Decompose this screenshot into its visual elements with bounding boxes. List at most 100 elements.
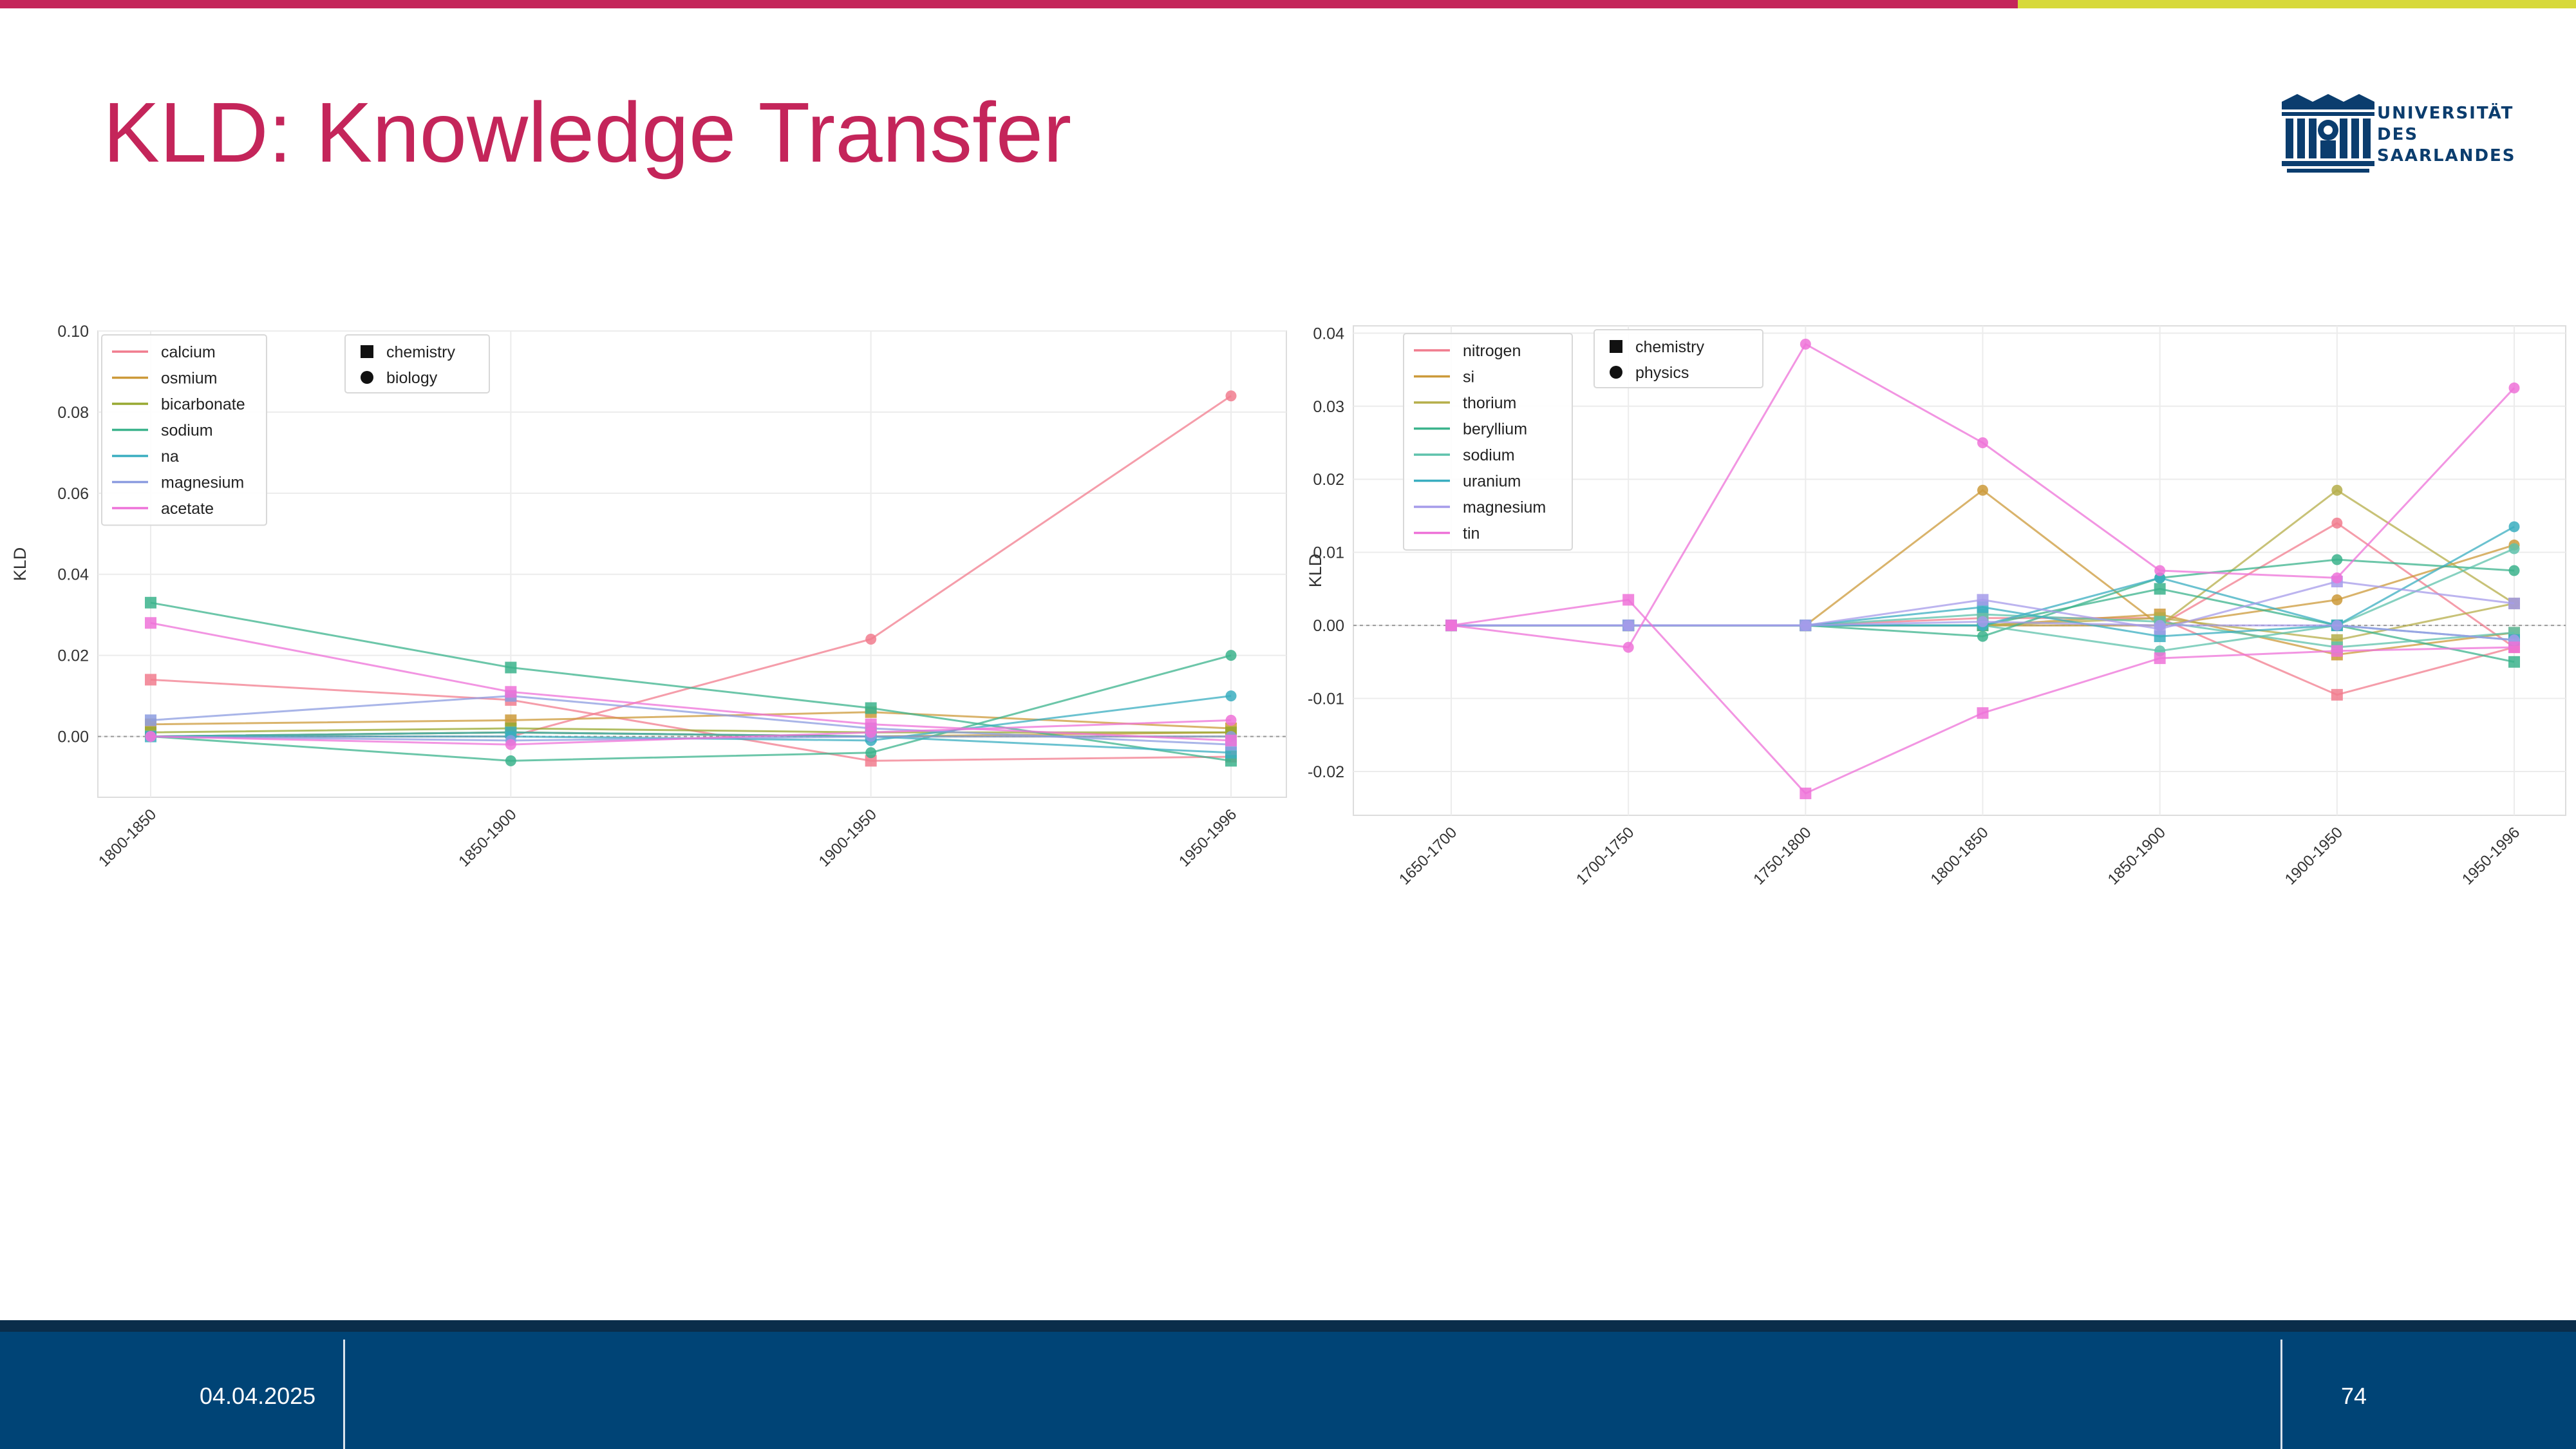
marker-legend-label: chemistry (1635, 338, 1704, 356)
data-point-circle (2154, 565, 2166, 576)
series-line-sodium-biology (150, 654, 1232, 762)
data-point-square (2508, 656, 2520, 668)
data-point-circle (1225, 650, 1237, 661)
data-point-circle (2331, 484, 2343, 496)
data-point-circle (145, 731, 156, 743)
data-point-square (145, 617, 156, 629)
legend-label: nitrogen (1463, 342, 1521, 360)
data-point-square (2508, 598, 2520, 610)
data-point-circle (865, 726, 877, 738)
legend-label: thorium (1463, 394, 1516, 412)
data-point-circle (1622, 620, 1634, 631)
y-tick-label: 0.10 (57, 323, 89, 341)
data-point-circle (1977, 484, 1988, 496)
data-point-square (505, 661, 517, 674)
chart-left: 0.10 0.08 0.06 0.04 0.02 0.00 1800-1850 1850-19… (10, 323, 1287, 870)
university-logo-icon (2282, 94, 2374, 173)
page-number: 74 (2341, 1383, 2367, 1409)
legend-marker-square (361, 345, 373, 358)
footer-strip (0, 1320, 2576, 1332)
university-logo-text: UNIVERSITÄT DES SAARLANDES (2377, 104, 2516, 166)
y-tick-label: -0.02 (1308, 763, 1344, 781)
y-tick-label: 0.04 (1313, 325, 1344, 343)
footer-date: 04.04.2025 (200, 1383, 316, 1409)
legend-label: magnesium (161, 474, 244, 492)
data-point-circle (2331, 594, 2343, 605)
x-tick-label: 1900-1950 (2282, 824, 2346, 888)
data-point-square (145, 674, 156, 686)
data-point-circle (505, 755, 516, 766)
y-tick-label: 0.04 (57, 566, 89, 584)
data-point-circle (505, 739, 516, 750)
series-line-na-chemistry (150, 731, 1232, 754)
footer-bar (0, 1320, 2576, 1449)
marker-legend-box (344, 334, 490, 393)
data-point-square (145, 714, 156, 726)
legend-label: beryllium (1463, 421, 1527, 439)
x-tick-label: 1800-1850 (95, 806, 160, 870)
y-tick-label: 0.00 (57, 728, 89, 746)
y-tick-label: 0.01 (1313, 544, 1344, 562)
data-point-circle (2331, 572, 2343, 583)
data-point-square (2331, 645, 2343, 657)
legend-label: acetate (161, 500, 214, 518)
data-point-circle (2508, 565, 2520, 576)
data-point-square (2154, 652, 2166, 665)
footer-divider (2280, 1340, 2282, 1449)
data-point-circle (1977, 616, 1988, 627)
legend-label: na (161, 448, 179, 466)
y-tick-label: 0.08 (57, 404, 89, 422)
data-point-square (865, 755, 877, 767)
series-line-sodium-chemistry (150, 601, 1232, 762)
y-tick-label: 0.02 (57, 647, 89, 665)
legend-label: si (1463, 368, 1474, 386)
legend-marker-circle (361, 371, 373, 384)
x-tick-label: 1800-1850 (1927, 824, 1991, 888)
data-point-circle (2331, 517, 2343, 529)
legend-label: osmium (161, 370, 218, 388)
marker-legend-label: biology (386, 369, 438, 387)
series-line-osmium-chemistry (150, 711, 1232, 730)
x-tick-label: 1900-1950 (816, 806, 880, 870)
legend-label: uranium (1463, 473, 1521, 491)
x-tick-label: 1950-1996 (1176, 806, 1240, 870)
legend-box (101, 334, 267, 526)
legend-marker-circle (1610, 366, 1622, 379)
data-point-square (145, 596, 156, 609)
data-point-circle (1977, 437, 1988, 448)
data-point-circle (2331, 620, 2343, 631)
x-tick-label: 1700-1750 (1573, 824, 1637, 888)
data-point-circle (2331, 554, 2343, 565)
y-tick-label: 0.06 (57, 485, 89, 503)
data-point-square (2154, 583, 2166, 595)
legend-box (1403, 333, 1573, 551)
top-accent-bar (0, 0, 2018, 8)
legend-label: bicarbonate (161, 395, 245, 413)
legend-marker-square (1610, 340, 1622, 353)
data-point-square (1225, 734, 1237, 746)
x-tick-label: 1750-1800 (1750, 824, 1814, 888)
data-point-square (1622, 594, 1635, 606)
y-tick-label: 0.03 (1313, 398, 1344, 416)
data-point-circle (865, 633, 877, 645)
data-point-circle (1977, 630, 1988, 642)
data-point-circle (2508, 521, 2520, 533)
chart-right: 0.04 0.03 0.02 0.01 0.00 -0.01 -0.02 1650-1700 1… (1307, 325, 2566, 888)
y-axis-label: KLD (1307, 554, 1325, 588)
footer-divider (343, 1340, 345, 1449)
data-point-circle (1800, 338, 1811, 350)
y-tick-label: -0.01 (1308, 690, 1344, 708)
x-tick-label: 1650-1700 (1396, 824, 1460, 888)
data-point-circle (2154, 620, 2166, 631)
y-tick-label: 0.02 (1313, 471, 1344, 489)
data-point-square (1977, 594, 1989, 606)
data-point-square (865, 718, 877, 730)
plot-area (97, 330, 1287, 798)
data-point-circle (1225, 390, 1237, 402)
data-point-circle (2508, 543, 2520, 554)
data-point-circle (865, 747, 877, 759)
marker-legend-label: chemistry (386, 343, 455, 361)
y-axis-label: KLD (10, 547, 30, 582)
marker-legend-box (1594, 329, 1763, 388)
series-line-acetate-chemistry (150, 621, 1232, 742)
